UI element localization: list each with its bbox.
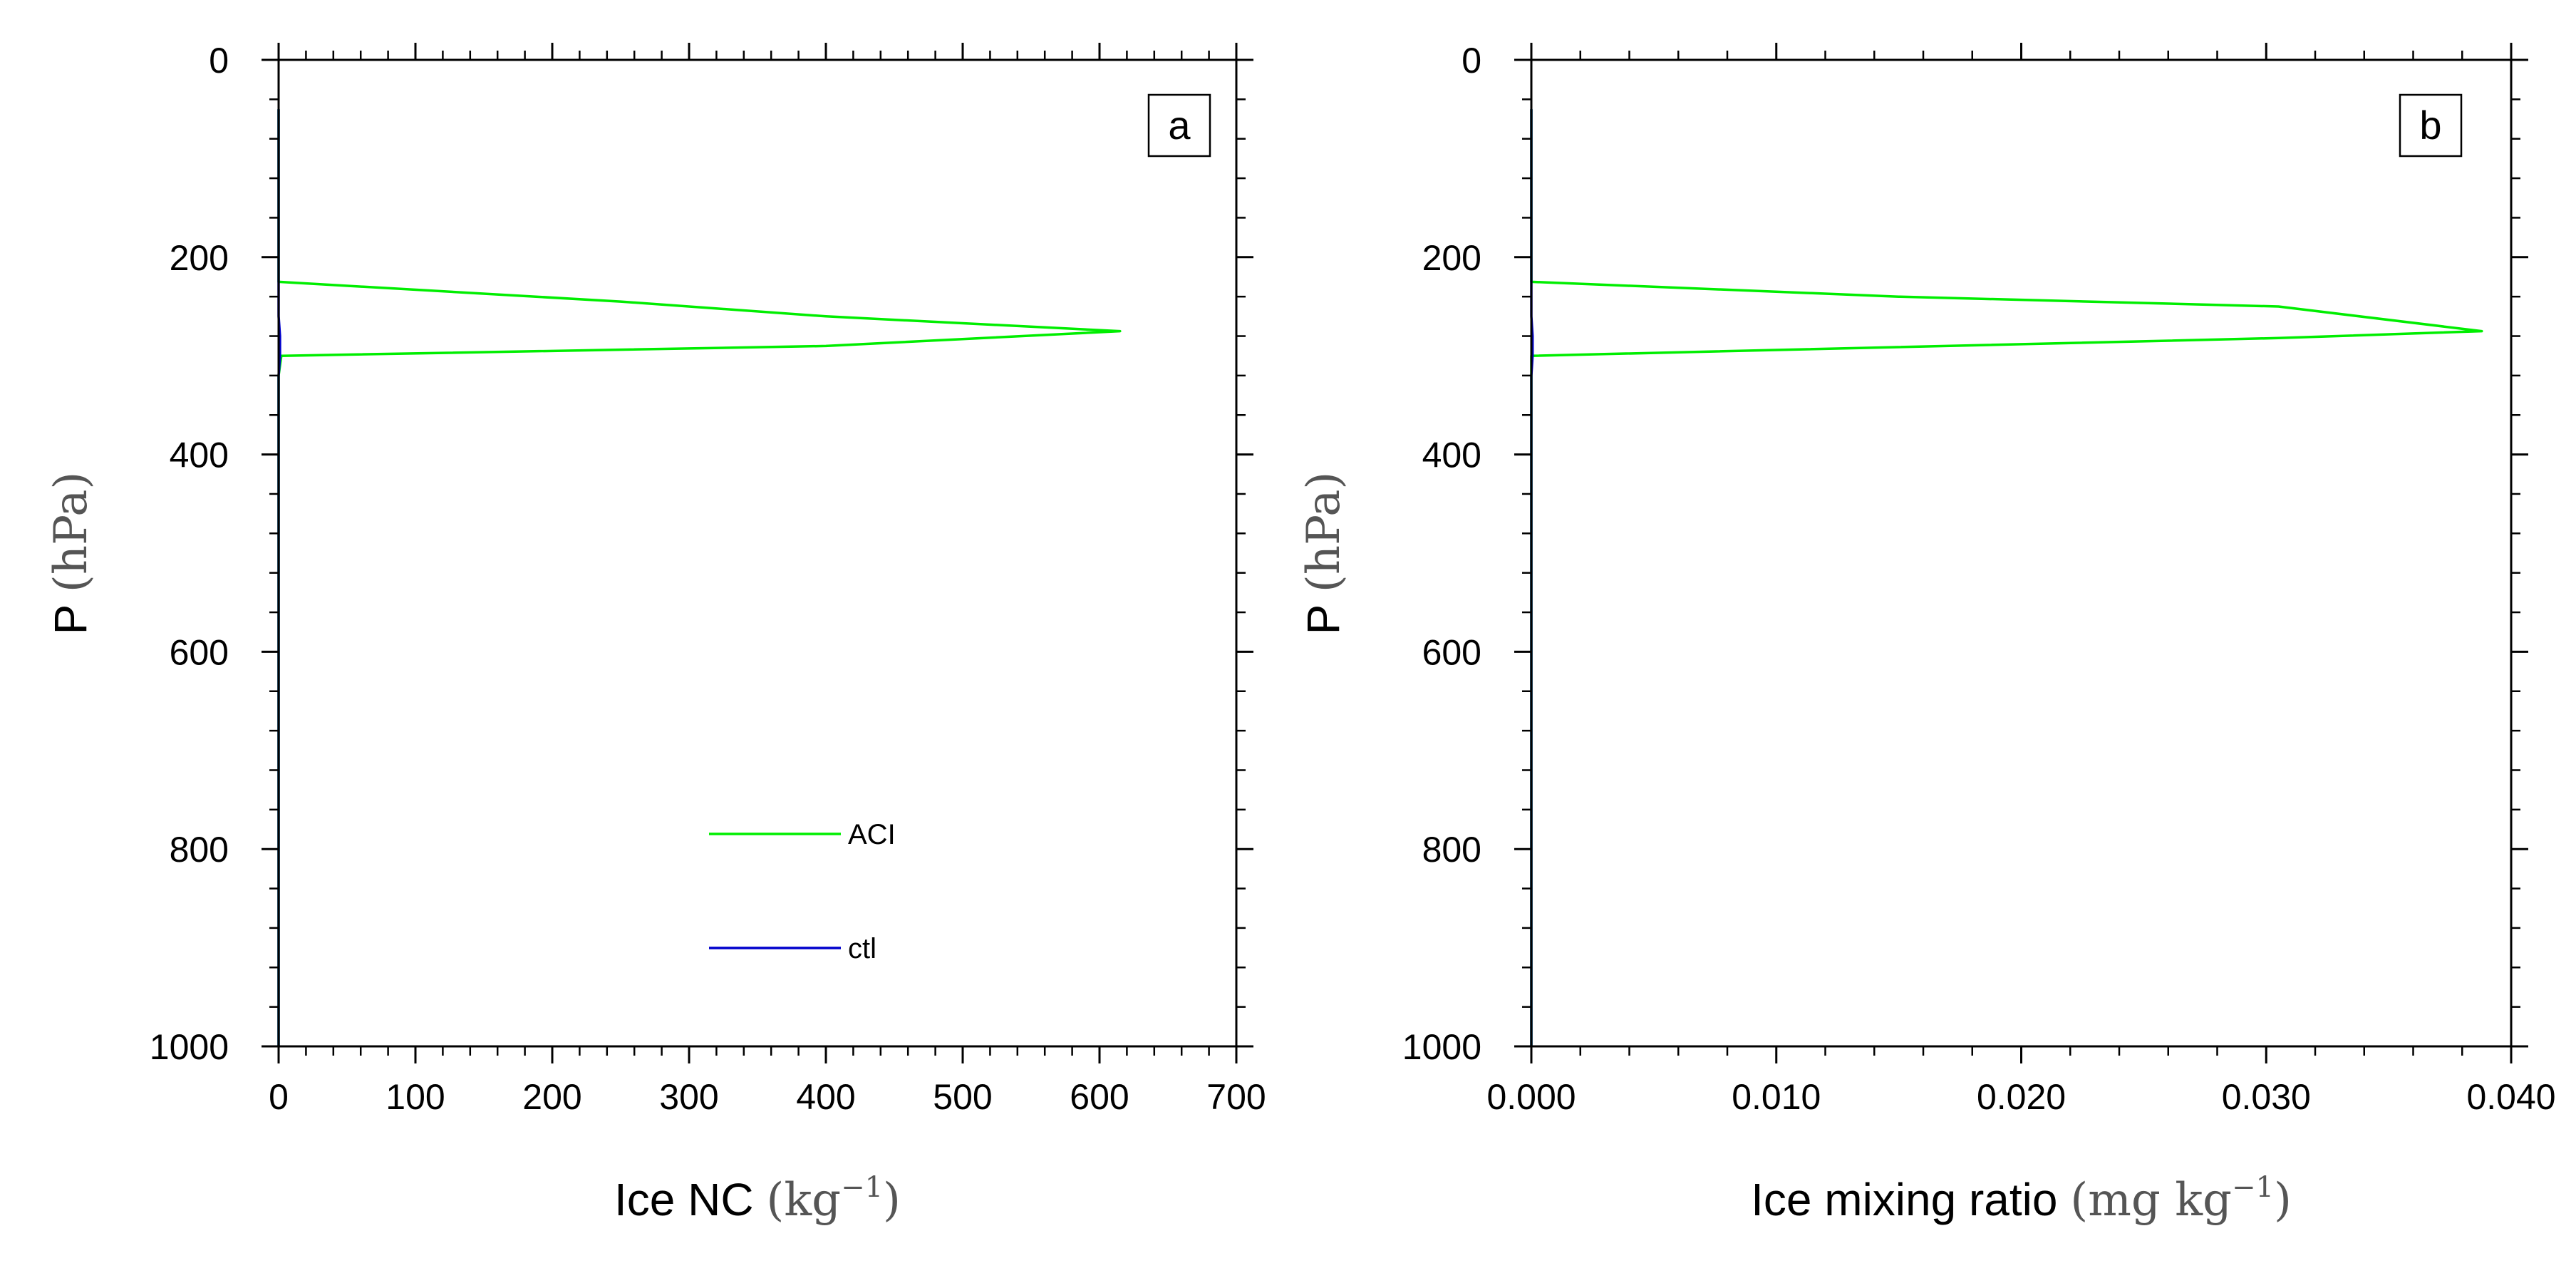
y-tick-label: 200 <box>170 238 229 278</box>
x-axis-label: Ice NC <box>614 1174 766 1225</box>
y-tick-label: 400 <box>1422 436 1481 475</box>
x-axis-unit-close: ) <box>883 1174 901 1227</box>
y-tick-label: 200 <box>1422 238 1481 278</box>
x-axis-title: Ice mixing ratio (mg kg−1) <box>1751 1171 2292 1227</box>
y-tick-label: 800 <box>170 830 229 870</box>
x-tick-label: 0.000 <box>1486 1077 1576 1117</box>
x-axis-label: Ice mixing ratio <box>1751 1174 2070 1225</box>
x-tick-label: 200 <box>522 1077 581 1117</box>
y-tick-label: 600 <box>1422 632 1481 672</box>
panel-label: a <box>1168 103 1191 148</box>
y-tick-label: 400 <box>170 436 229 475</box>
y-axis-label: P <box>1298 592 1349 634</box>
y-tick-label: 0 <box>209 41 229 81</box>
y-axis-unit: (hPa) <box>45 472 98 593</box>
y-tick-label: 800 <box>1422 830 1481 870</box>
x-tick-label: 0 <box>269 1077 289 1117</box>
panel-b: 0.000 0.010 0.020 0.030 0.040 0 200 400 600 800 10… <box>1298 41 2556 1227</box>
panel-label: b <box>2419 103 2441 148</box>
legend: ACI ctl <box>709 819 896 964</box>
x-tick-label: 100 <box>386 1077 445 1117</box>
panel-a: 0 100 200 300 400 500 600 700 0 200 400 600 800 1000 a… <box>45 41 1266 1227</box>
y-tick-label: 1000 <box>1402 1027 1481 1067</box>
panel-label-box <box>1147 93 1211 158</box>
y-tick-label: 0 <box>1462 41 1481 81</box>
x-axis-unit: (mg kg <box>2070 1174 2232 1227</box>
x-tick-label: 400 <box>796 1077 855 1117</box>
x-tick-label: 500 <box>933 1077 992 1117</box>
legend-label-aci: ACI <box>848 819 896 850</box>
y-axis-title: P (hPa) <box>45 472 98 635</box>
x-axis-unit-exponent: −1 <box>841 1171 883 1204</box>
y-axis-label: P <box>45 592 96 634</box>
x-tick-label: 0.040 <box>2466 1077 2555 1117</box>
legend-label-ctl: ctl <box>848 933 876 964</box>
x-tick-label: 600 <box>1070 1077 1129 1117</box>
y-axis-title: P (hPa) <box>1298 472 1350 635</box>
x-axis-title: Ice NC (kg−1) <box>614 1171 901 1227</box>
x-tick-label: 700 <box>1206 1077 1266 1117</box>
x-axis-unit: (kg <box>766 1174 841 1227</box>
x-axis-unit-exponent: −1 <box>2232 1171 2274 1204</box>
x-tick-label: 300 <box>659 1077 718 1117</box>
y-tick-label: 1000 <box>150 1027 229 1067</box>
x-tick-label: 0.030 <box>2222 1077 2311 1117</box>
plot-frame <box>1530 58 2513 1048</box>
series-line-aci <box>1530 109 2483 1046</box>
x-tick-label: 0.010 <box>1732 1077 1821 1117</box>
x-tick-label: 0.020 <box>1977 1077 2066 1117</box>
y-axis-unit: (hPa) <box>1298 472 1350 593</box>
panel-label-box <box>2399 93 2463 158</box>
x-axis-unit-close: ) <box>2274 1174 2292 1227</box>
series-line-aci <box>277 109 1122 1046</box>
y-tick-label: 600 <box>170 632 229 672</box>
plot-frame <box>277 58 1238 1048</box>
